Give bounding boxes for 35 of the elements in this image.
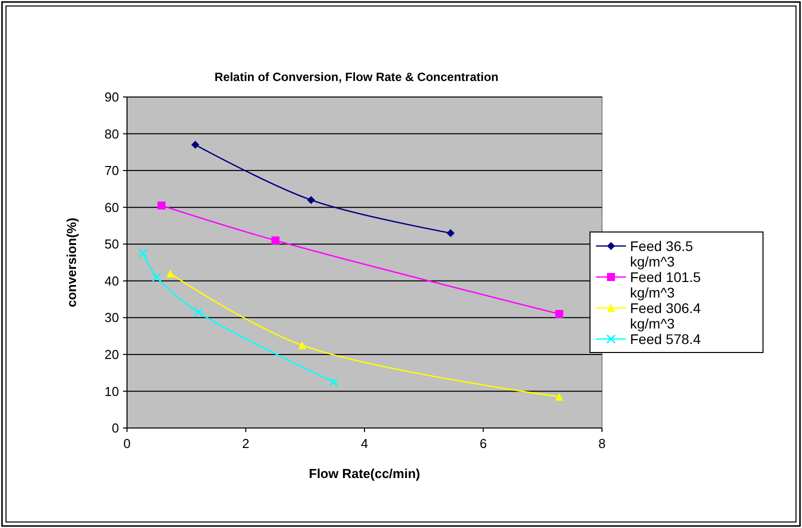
point (271, 236, 280, 244)
point (191, 140, 200, 149)
point (446, 229, 455, 238)
y-axis-title: conversion(%) (64, 218, 79, 308)
y-tick-label: 30 (104, 310, 119, 326)
y-tick-label: 80 (104, 126, 119, 142)
x-tick-label: 4 (360, 436, 368, 451)
legend-label: Feed 578.4 (630, 330, 702, 347)
point (194, 307, 203, 317)
y-tick-label: 10 (104, 384, 119, 399)
y-tick-label: 90 (104, 90, 119, 105)
point (307, 196, 316, 204)
x-tick-label: 8 (598, 436, 606, 451)
y-tick-label: 70 (104, 163, 119, 178)
y-tick-label: 20 (104, 346, 119, 362)
y-tick-label: 60 (104, 200, 119, 215)
point (157, 201, 166, 210)
point (328, 377, 338, 387)
y-tick-label: 0 (112, 420, 119, 436)
x-axis-title: Flow Rate(cc/min) (308, 466, 420, 481)
x-tick-label: 0 (123, 436, 131, 451)
point (555, 310, 564, 318)
point (152, 272, 162, 282)
chart-title: Relatin of Conversion, Flow Rate & Concentration (214, 70, 499, 84)
y-tick-label: 50 (104, 236, 119, 252)
point (555, 392, 564, 401)
legend-label: Feed 306.4 kg/m^3 (630, 300, 702, 332)
point (298, 341, 306, 350)
y-tick-label: 40 (104, 273, 119, 288)
x-tick-label: 2 (242, 436, 250, 451)
legend-label: Feed 101.5 kg/m^3 (630, 268, 702, 300)
x-tick-label: 6 (480, 436, 487, 451)
legend-label: Feed 36.5 kg/m^3 (630, 238, 694, 270)
point (138, 248, 148, 258)
point (166, 270, 174, 278)
